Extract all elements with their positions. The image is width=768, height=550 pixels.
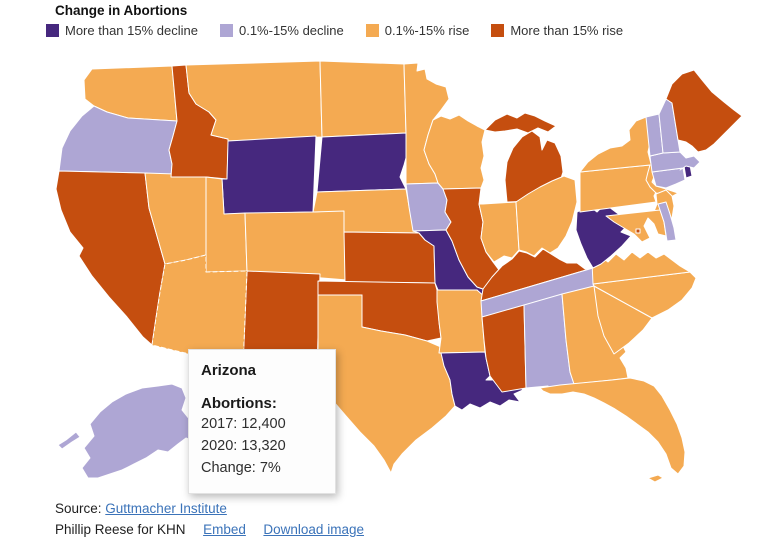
state-florida-keys[interactable] bbox=[647, 474, 664, 483]
state-colorado[interactable] bbox=[244, 209, 348, 281]
state-kansas[interactable] bbox=[343, 231, 436, 284]
credit-row: Phillip Reese for KHN Embed Download ima… bbox=[55, 519, 364, 540]
legend-label: 0.1%-15% rise bbox=[384, 23, 470, 38]
state-kentucky[interactable] bbox=[480, 248, 594, 302]
state-delaware[interactable] bbox=[657, 201, 677, 242]
states-layer bbox=[55, 60, 743, 483]
state-massachusetts[interactable] bbox=[649, 151, 701, 173]
tooltip-2017-value: 2017: 12,400 bbox=[201, 416, 286, 432]
tooltip-state-name: Arizona bbox=[201, 362, 257, 379]
legend: More than 15% decline 0.1%-15% decline 0… bbox=[46, 23, 623, 38]
state-michigan-upper-peninsula[interactable] bbox=[484, 112, 557, 134]
legend-swatch-light-orange bbox=[365, 24, 379, 37]
legend-item-more-than-15-rise: More than 15% rise bbox=[491, 23, 623, 38]
state-south-dakota[interactable] bbox=[316, 132, 410, 193]
legend-swatch-dark-purple bbox=[46, 24, 59, 37]
embed-link[interactable]: Embed bbox=[203, 522, 246, 537]
source-link[interactable]: Guttmacher Institute bbox=[105, 501, 227, 516]
state-maine[interactable] bbox=[665, 69, 743, 153]
state-pennsylvania[interactable] bbox=[579, 164, 659, 213]
state-louisiana[interactable] bbox=[440, 351, 524, 411]
state-north-carolina[interactable] bbox=[592, 271, 697, 319]
source-label: Source: bbox=[55, 501, 102, 516]
state-virginia[interactable] bbox=[591, 251, 691, 285]
state-florida[interactable] bbox=[539, 377, 686, 475]
chart-title: Change in Abortions bbox=[55, 3, 188, 18]
state-tooltip: Arizona Abortions: 2017: 12,400 2020: 13… bbox=[188, 349, 336, 495]
legend-label: More than 15% rise bbox=[510, 23, 624, 38]
legend-label: More than 15% decline bbox=[65, 23, 198, 38]
footer: Source: Guttmacher Institute Phillip Ree… bbox=[55, 498, 364, 540]
legend-item-0-15-decline: 0.1%-15% decline bbox=[219, 23, 344, 38]
state-district-of-columbia[interactable] bbox=[635, 228, 641, 234]
tooltip-change-value: Change: 7% bbox=[201, 459, 281, 476]
state-south-carolina[interactable] bbox=[593, 285, 653, 355]
state-wisconsin[interactable] bbox=[423, 114, 486, 190]
state-arkansas[interactable] bbox=[436, 289, 487, 354]
source-row: Source: Guttmacher Institute bbox=[55, 498, 364, 519]
state-alaska-aleutians[interactable] bbox=[57, 431, 81, 450]
tooltip-2020-value: 2020: 13,320 bbox=[201, 437, 286, 454]
state-mississippi[interactable] bbox=[481, 304, 527, 393]
tooltip-section-heading: Abortions: bbox=[201, 395, 277, 412]
state-wyoming[interactable] bbox=[221, 135, 317, 215]
state-arizona[interactable] bbox=[151, 254, 248, 368]
legend-item-0-15-rise: 0.1%-15% rise bbox=[365, 23, 470, 38]
legend-swatch-dark-orange bbox=[491, 24, 505, 37]
legend-swatch-light-purple bbox=[219, 24, 233, 37]
state-west-virginia[interactable] bbox=[575, 203, 632, 269]
legend-label: 0.1%-15% decline bbox=[238, 23, 344, 38]
legend-item-more-than-15-decline: More than 15% decline bbox=[46, 23, 198, 38]
state-north-dakota[interactable] bbox=[319, 60, 407, 138]
credit-text: Phillip Reese for KHN bbox=[55, 522, 186, 537]
download-image-link[interactable]: Download image bbox=[263, 522, 364, 537]
